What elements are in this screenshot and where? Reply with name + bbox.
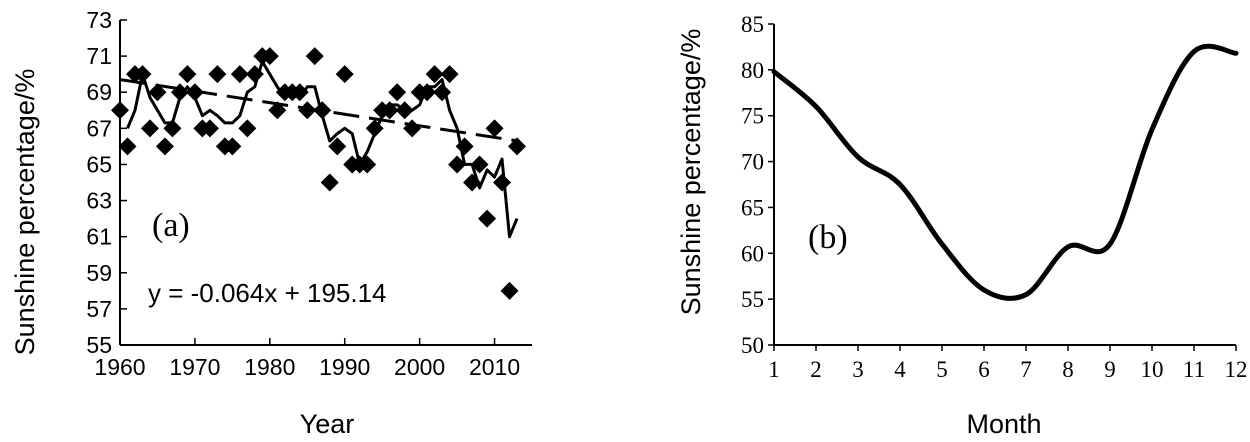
panel-a-data-point (448, 155, 467, 174)
panel-b-x-tick-label: 1 (768, 357, 780, 382)
panel-a-x-tick-labels: 1960 1970 1980 1990 2000 2010 (94, 354, 520, 380)
panel-a-data-point (208, 65, 227, 84)
panel-a-y-tick-labels: 55 57 59 61 63 65 67 69 71 73 (86, 7, 112, 358)
panel-a-data-point (493, 173, 512, 192)
panel-a-y-tick-label: 59 (86, 260, 112, 286)
panel-a-trend-line (119, 78, 518, 143)
panel-b-x-tick-labels: 1 2 3 4 5 6 7 8 9 10 11 12 (768, 357, 1247, 382)
panel-a-data-point (478, 209, 497, 228)
panel-a-data-point (230, 65, 249, 84)
panel-a-data-point (260, 47, 279, 66)
panel-a-x-tick-label: 1960 (94, 354, 145, 380)
panel-b-x-tick-label: 5 (936, 357, 948, 382)
panel-a-y-tick-label: 57 (86, 296, 112, 322)
panel-a-y-tick-label: 55 (86, 332, 112, 358)
panel-a-data-point (485, 119, 504, 138)
panel-a-x-tick-label: 2000 (394, 354, 445, 380)
panel-a-data-point (118, 137, 137, 156)
panel-b-y-tick-label: 70 (741, 150, 764, 175)
panel-b-x-tick-label: 11 (1183, 357, 1205, 382)
panel-b-x-tick-label: 2 (810, 357, 822, 382)
panel-a-data-point (500, 281, 519, 300)
panel-b-y-tick-label: 55 (741, 287, 764, 312)
panel-b-monthly-line (771, 43, 1239, 301)
panel-b-x-tick-label: 3 (852, 357, 864, 382)
panel-a-data-point (440, 65, 459, 84)
panel-a-y-tick-label: 67 (86, 115, 112, 141)
panel-b-x-tick-label: 9 (1104, 357, 1116, 382)
panel-a-data-point (140, 119, 159, 138)
panel-a-y-tick-label: 61 (86, 224, 112, 250)
panel-a-data-point (178, 65, 197, 84)
panel-b-y-tick-label: 50 (741, 333, 764, 358)
panel-b-y-axis-title: Sunshine percentage/% (676, 29, 706, 316)
panel-a-x-tick-label: 2010 (469, 354, 520, 380)
panel-b-x-tick-label: 12 (1225, 357, 1248, 382)
chart-panel-a: 1960 1970 1980 1990 2000 2010 55 57 59 61 63 65 67 6… (10, 7, 532, 439)
panel-a-data-point (425, 65, 444, 84)
panel-b-x-tick-label: 10 (1141, 357, 1164, 382)
panel-a-data-point (388, 83, 407, 102)
panel-a-trend-equation: y = -0.064x + 195.14 (148, 278, 387, 308)
panel-a-data-point (335, 65, 354, 84)
panel-a-y-tick-label: 71 (86, 43, 112, 69)
panel-a-y-tick-label: 65 (86, 151, 112, 177)
panel-b-y-tick-label: 75 (741, 104, 764, 129)
panel-b-x-tick-label: 7 (1020, 357, 1032, 382)
panel-a-moving-average-line (126, 60, 519, 239)
panel-a-label: (a) (152, 207, 190, 244)
panel-a-data-point (290, 83, 309, 102)
panel-b-ticks (768, 23, 1237, 351)
panel-a-data-point (148, 83, 167, 102)
panel-b-y-tick-label: 85 (741, 12, 764, 37)
panel-a-x-tick-label: 1990 (319, 354, 370, 380)
panel-a-scatter-series (111, 47, 527, 300)
panel-a-data-point (320, 173, 339, 192)
panel-a-data-point (155, 137, 174, 156)
panel-a-data-point (328, 137, 347, 156)
panel-b-x-tick-label: 8 (1062, 357, 1074, 382)
panel-a-data-point (305, 47, 324, 66)
panel-b-x-axis-title: Month (966, 409, 1041, 439)
panel-a-x-tick-label: 1980 (244, 354, 295, 380)
panel-b-y-tick-label: 80 (741, 58, 764, 83)
panel-a-data-point (403, 119, 422, 138)
panel-b-y-tick-label: 60 (741, 241, 764, 266)
panel-a-y-tick-label: 63 (86, 188, 112, 214)
panel-a-data-point (200, 119, 219, 138)
panel-a-data-point (508, 137, 527, 156)
panel-a-data-point (298, 101, 317, 120)
panel-b-x-tick-label: 6 (978, 357, 990, 382)
panel-b-y-tick-labels: 50 55 60 65 70 75 80 85 (741, 12, 764, 358)
panel-b-y-tick-label: 65 (741, 195, 764, 220)
panel-b-x-tick-label: 4 (894, 357, 906, 382)
panel-a-data-point (238, 119, 257, 138)
panel-a-y-axis-title: Sunshine percentage/% (10, 69, 40, 356)
panel-a-y-tick-label: 69 (86, 79, 112, 105)
panel-a-data-point (223, 137, 242, 156)
panel-a-x-tick-label: 1970 (169, 354, 220, 380)
panel-b-label: (b) (808, 219, 848, 256)
panel-a-x-axis-title: Year (300, 409, 355, 439)
panel-a-y-tick-label: 73 (86, 7, 112, 33)
